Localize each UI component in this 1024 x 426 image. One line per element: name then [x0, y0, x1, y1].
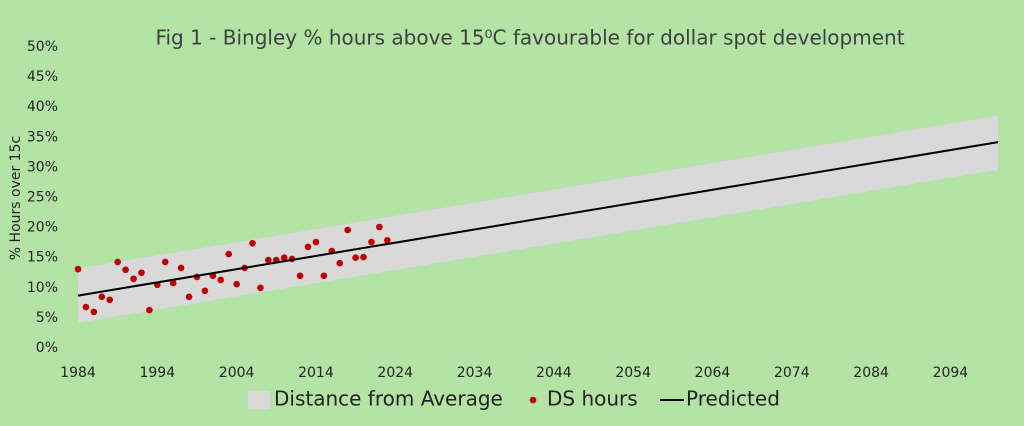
- legend-label: Predicted: [686, 387, 780, 411]
- data-point: [233, 280, 240, 288]
- x-tick-label: 2004: [219, 365, 255, 381]
- data-point: [169, 279, 177, 287]
- trend-line: [77, 141, 999, 297]
- data-point: [98, 293, 106, 301]
- y-tick-label: 45%: [27, 69, 58, 85]
- legend-swatch: [529, 396, 537, 404]
- y-tick-label: 10%: [27, 280, 58, 296]
- x-tick-label: 2024: [377, 365, 413, 381]
- x-tick-label: 2064: [695, 365, 731, 381]
- data-point: [122, 266, 129, 274]
- data-point: [336, 259, 344, 267]
- data-point: [249, 239, 256, 247]
- x-tick-label: 2014: [298, 365, 334, 381]
- data-point: [257, 284, 264, 292]
- data-point: [352, 254, 359, 261]
- x-tick-label: 2084: [853, 365, 889, 381]
- y-tick-label: 20%: [27, 220, 58, 236]
- x-tick-label: 2074: [774, 365, 810, 381]
- legend-label: Distance from Average: [274, 387, 503, 411]
- data-point: [185, 293, 193, 301]
- y-tick-label: 15%: [27, 250, 58, 266]
- x-tick-label: 1984: [60, 365, 96, 381]
- data-point: [280, 254, 288, 261]
- legend-label: DS hours: [547, 387, 638, 411]
- data-point: [384, 236, 391, 244]
- x-tick-label: 2044: [536, 365, 572, 381]
- data-point: [90, 308, 98, 316]
- data-point: [360, 253, 367, 261]
- data-point: [225, 250, 232, 258]
- data-point: [344, 226, 351, 234]
- legend-swatch: [248, 391, 270, 409]
- data-point: [201, 287, 209, 295]
- y-tick-label: 35%: [27, 129, 58, 145]
- data-point: [217, 276, 225, 284]
- data-point: [296, 272, 304, 280]
- y-tick-label: 25%: [27, 190, 58, 206]
- data-point: [177, 264, 185, 272]
- data-point: [82, 303, 90, 311]
- x-tick-label: 2094: [933, 365, 969, 381]
- data-point: [130, 275, 137, 283]
- y-tick-label: 30%: [27, 159, 58, 175]
- data-point: [368, 238, 375, 246]
- y-tick-label: 0%: [36, 340, 58, 356]
- x-tick-label: 1994: [139, 365, 175, 381]
- data-point: [146, 306, 153, 314]
- chart-title: Fig 1 - Bingley % hours above 15⁰C favou…: [155, 26, 904, 50]
- data-point: [74, 265, 82, 273]
- data-point: [320, 272, 328, 280]
- data-point: [106, 296, 114, 304]
- y-axis-title: % Hours over 15c: [8, 136, 24, 260]
- y-tick-label: 40%: [27, 99, 58, 115]
- data-point: [304, 243, 312, 251]
- x-tick-label: 2054: [615, 365, 651, 381]
- data-point: [265, 256, 272, 264]
- x-tick-label: 2034: [457, 365, 493, 381]
- data-point: [114, 258, 121, 266]
- data-point: [376, 223, 383, 231]
- y-tick-label: 5%: [36, 310, 58, 326]
- data-point: [138, 269, 145, 277]
- y-tick-label: 50%: [27, 39, 58, 55]
- data-point: [312, 238, 320, 246]
- data-point: [161, 258, 169, 266]
